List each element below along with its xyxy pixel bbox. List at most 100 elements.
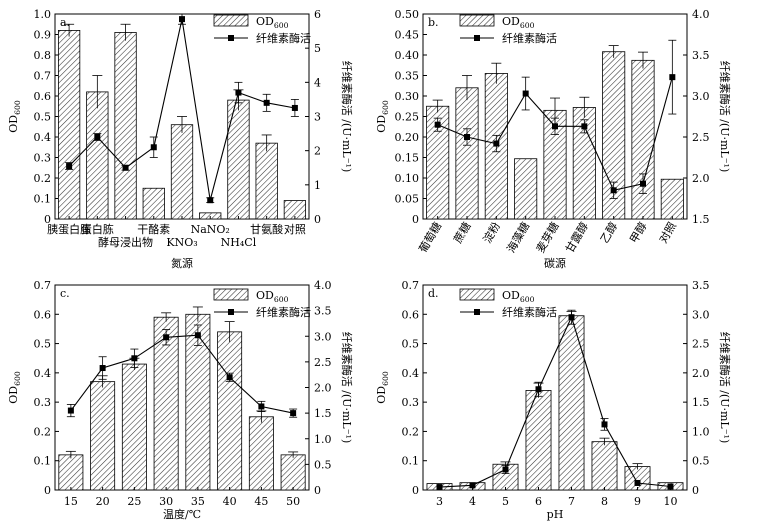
y-tick-label: 0.4 xyxy=(34,367,52,380)
y2-tick-label: 2.0 xyxy=(692,367,710,380)
bar-8 xyxy=(255,142,278,220)
legend-bar-label: OD600 xyxy=(256,289,289,304)
y-tick-label: 0 xyxy=(412,484,419,497)
line-point-8 xyxy=(263,99,270,106)
y-tick-label: 0.20 xyxy=(395,131,420,144)
panel-letter: b. xyxy=(428,16,439,29)
y-axis-label: OD600 xyxy=(375,100,390,133)
bar-2 xyxy=(90,381,116,491)
line-point-4 xyxy=(522,90,529,97)
y-tick-label: 0.10 xyxy=(395,172,420,185)
bar-7 xyxy=(624,466,651,491)
line-point-8 xyxy=(667,483,674,490)
bar-5 xyxy=(558,315,585,491)
x-tick-label: 25 xyxy=(127,495,141,508)
x-tick-label: 15 xyxy=(64,495,78,508)
panel-letter: d. xyxy=(428,287,439,300)
y-axis-label: OD600 xyxy=(7,100,22,133)
line-point-7 xyxy=(634,479,641,486)
line-point-5 xyxy=(568,314,575,321)
y2-tick-label: 4 xyxy=(314,76,321,89)
line-point-9 xyxy=(291,104,298,111)
y2-tick-label: 1.5 xyxy=(692,213,710,226)
x-tick-label: 麦芽糖 xyxy=(533,220,562,256)
y-tick-label: 0.1 xyxy=(402,455,420,468)
legend-line-marker xyxy=(474,35,480,41)
y2-tick-label: 0 xyxy=(692,484,699,497)
x-tick-label: 9 xyxy=(634,495,641,508)
legend-bar-label: OD600 xyxy=(502,15,535,30)
bar-2 xyxy=(86,91,109,220)
line-point-4 xyxy=(163,334,170,341)
bar-8 xyxy=(631,59,655,220)
legend-line-marker xyxy=(228,309,234,315)
y2-axis-label: 纤维素酶活 /(U·mL⁻¹) xyxy=(340,332,353,444)
y2-tick-label: 1.0 xyxy=(692,425,710,438)
y-tick-label: 0.2 xyxy=(34,172,52,185)
y2-tick-label: 1.5 xyxy=(314,407,332,420)
y-axis-label: OD600 xyxy=(7,371,22,404)
line-point-1 xyxy=(67,407,74,414)
x-tick-label: 甘氨酸 xyxy=(250,222,283,236)
y-tick-label: 0.2 xyxy=(34,425,52,438)
y-tick-label: 0.05 xyxy=(395,193,420,206)
x-tick-label: 蛋白胨 xyxy=(81,222,114,236)
chart-root: 00.10.20.30.40.50.60.70.80.91.00123456OD… xyxy=(7,8,731,521)
y-tick-label: 0.3 xyxy=(34,396,52,409)
y2-tick-label: 3 xyxy=(314,111,321,124)
line-point-2 xyxy=(94,134,101,140)
line-point-2 xyxy=(469,482,476,489)
legend-line-marker xyxy=(228,35,234,41)
line-point-6 xyxy=(207,197,214,204)
y-tick-label: 0.30 xyxy=(395,90,420,103)
line-point-5 xyxy=(194,332,201,339)
y-tick-label: 0 xyxy=(412,213,419,226)
y-tick-label: 0.15 xyxy=(395,152,420,165)
line-point-3 xyxy=(122,164,129,171)
line-point-9 xyxy=(669,74,676,81)
line-point-8 xyxy=(290,410,297,417)
chart-panel-3: 0 0.1 0.2 0.3 0.4 0.5 0.6 0.7 0 0.5 1.0 1.5 2.0 2.5 3.… xyxy=(7,279,353,521)
y2-tick-label: 4.0 xyxy=(692,8,710,21)
y2-tick-label: 6 xyxy=(314,8,321,21)
bar-1 xyxy=(58,454,84,491)
x-tick-label: 40 xyxy=(223,495,237,508)
y2-axis-label: 纤维素酶活 /(U·mL⁻¹) xyxy=(340,61,353,173)
plot-frame xyxy=(422,284,688,491)
x-tick-label: 酵母浸出物 xyxy=(98,235,153,249)
y-tick-label: 0.9 xyxy=(34,29,52,42)
y2-tick-label: 2.0 xyxy=(692,172,710,185)
y-tick-label: 0.25 xyxy=(395,111,420,124)
activity-line xyxy=(439,315,671,488)
x-tick-label: 蔗糖 xyxy=(450,220,473,246)
x-tick-label: 45 xyxy=(254,495,268,508)
line-point-3 xyxy=(131,355,138,362)
x-tick-label: 4 xyxy=(469,495,476,508)
bar-5 xyxy=(170,124,194,220)
x-axis-label: 碳源 xyxy=(544,256,566,270)
legend-line-marker xyxy=(474,309,480,315)
line-point-1 xyxy=(436,484,443,491)
bar-9 xyxy=(660,178,684,220)
x-tick-label: 50 xyxy=(286,495,300,508)
y-tick-label: 0.6 xyxy=(34,308,52,321)
x-tick-label: 干酪素 xyxy=(137,223,170,236)
y-tick-label: 0.50 xyxy=(395,8,420,21)
bar-4 xyxy=(525,390,552,491)
x-tick-label: 甘露醇 xyxy=(562,220,591,256)
line-point-2 xyxy=(464,134,470,140)
bar-2 xyxy=(455,87,479,220)
line-point-6 xyxy=(226,374,233,381)
y-tick-label: 0.8 xyxy=(34,49,52,62)
y2-tick-label: 3.0 xyxy=(692,308,710,321)
y2-axis-label: 纤维素酶活 /(U·mL⁻¹) xyxy=(718,61,731,173)
bar-4 xyxy=(142,187,165,220)
x-tick-label: 30 xyxy=(159,495,173,508)
y2-tick-label: 0 xyxy=(314,484,321,497)
bar-4 xyxy=(514,158,538,220)
y-tick-label: 0.6 xyxy=(402,308,420,321)
legend-bar-label: OD600 xyxy=(502,289,535,304)
bar-6 xyxy=(217,331,243,491)
x-tick-label: NH₄Cl xyxy=(221,236,257,249)
x-tick-label: 淀粉 xyxy=(480,220,503,246)
